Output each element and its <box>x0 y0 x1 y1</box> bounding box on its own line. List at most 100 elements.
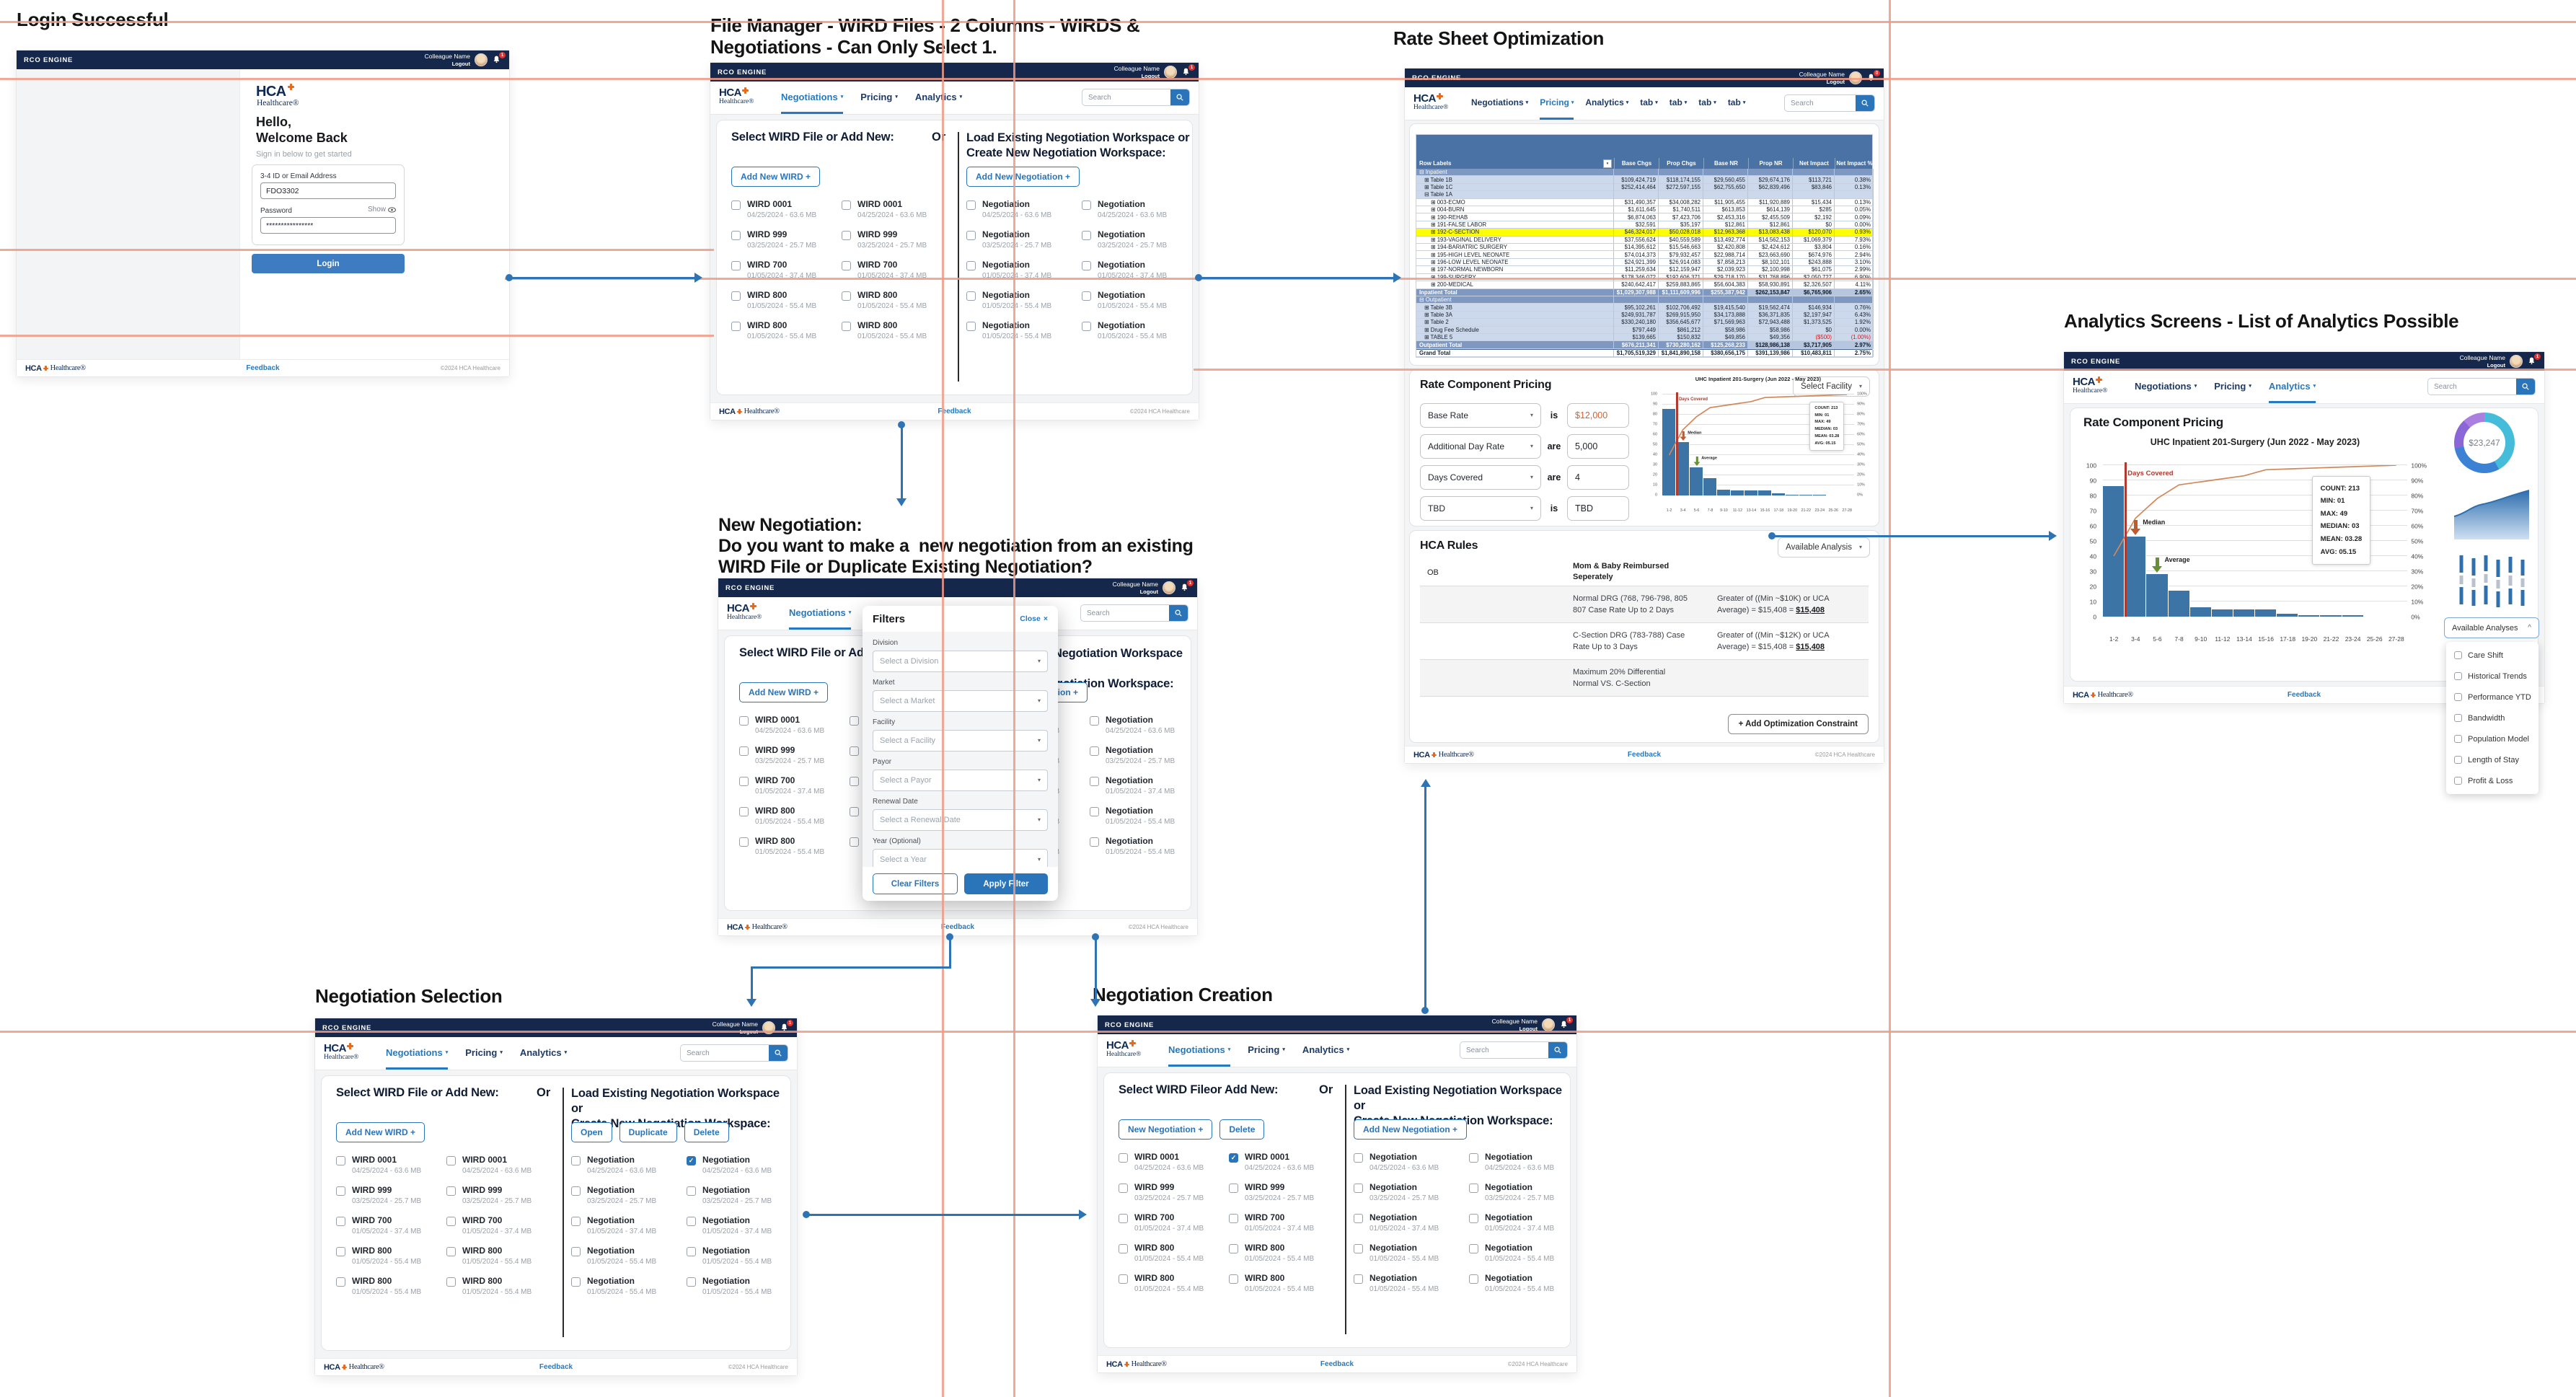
checkbox[interactable]: ✓ <box>1090 837 1099 847</box>
negotiation-item[interactable]: ✓ Negotiation 03/25/2024 - 25.7 MB <box>1354 1183 1439 1202</box>
checkbox[interactable]: ✓ <box>336 1186 345 1196</box>
checkbox[interactable]: ✓ <box>1229 1274 1238 1284</box>
negotiation-item[interactable]: ✓ Negotiation 01/05/2024 - 37.4 MB <box>571 1216 656 1235</box>
logout-link[interactable]: Logout <box>1141 72 1160 79</box>
pivot-table[interactable]: Row Labels ▾ Base Chgs Prop Chgs Base NR … <box>1416 134 1874 358</box>
checkbox[interactable]: ✓ <box>850 746 859 756</box>
checkbox[interactable]: ✓ <box>2454 756 2462 764</box>
checkbox[interactable]: ✓ <box>1469 1274 1478 1284</box>
nav-tab[interactable]: Negotiations ▾ <box>2135 380 2197 392</box>
negotiation-item[interactable]: ✓ Negotiation 01/05/2024 - 55.4 MB <box>1469 1243 1554 1263</box>
negotiation-item[interactable]: ✓ Negotiation 03/25/2024 - 25.7 MB <box>687 1186 772 1205</box>
new-negotiation-button[interactable]: Delete <box>1219 1119 1265 1140</box>
checkbox[interactable]: ✓ <box>336 1156 345 1165</box>
select-input[interactable]: Select a Facility ▾ <box>873 730 1048 752</box>
checkbox[interactable]: ✓ <box>1119 1244 1128 1253</box>
checkbox[interactable]: ✓ <box>842 200 851 210</box>
available-analysis-dropdown[interactable]: Available Analysis ▾ <box>1778 537 1870 558</box>
search-button[interactable] <box>1169 605 1188 621</box>
checkbox[interactable]: ✓ <box>2454 714 2462 722</box>
nav-tab[interactable]: Analytics▾ <box>519 1046 568 1058</box>
negotiation-item[interactable]: ✓ Negotiation 01/05/2024 - 55.4 MB <box>1090 806 1175 826</box>
checkbox[interactable]: ✓ <box>1090 746 1099 756</box>
negotiation-item[interactable]: ✓ Negotiation 04/25/2024 - 63.6 MB <box>1082 200 1167 219</box>
password-field[interactable]: **************** <box>260 217 396 234</box>
bell-icon[interactable]: 1 <box>492 52 506 65</box>
table-row[interactable]: ⊟ Table 1A <box>1416 191 1874 199</box>
select-facility-dropdown[interactable]: Select Facility ▾ <box>1793 376 1870 397</box>
avatar[interactable] <box>1542 1018 1555 1031</box>
available-analyses-dropdown[interactable]: Available Analyses ^ <box>2444 617 2539 638</box>
select-input[interactable]: Select a Year ▾ <box>873 849 1048 867</box>
checkbox[interactable]: ✓ <box>731 261 741 270</box>
analysis-option[interactable]: ✓Length of Stay <box>2446 749 2538 770</box>
show-password-toggle[interactable]: Show <box>368 206 396 213</box>
checkbox[interactable]: ✓ <box>336 1247 345 1256</box>
add-optimization-constraint-button[interactable]: + Add Optimization Constraint <box>1727 714 1869 734</box>
negotiation-item[interactable]: ✓ Negotiation 04/25/2024 - 63.6 MB <box>571 1155 656 1175</box>
workspace-action-button[interactable]: Delete <box>684 1122 729 1142</box>
checkbox[interactable]: ✓ <box>446 1217 456 1226</box>
wird-file-item[interactable]: ✓ WIRD 0001 04/25/2024 - 63.6 MB <box>1119 1153 1204 1172</box>
checkbox[interactable]: ✓ <box>1090 777 1099 786</box>
checkbox[interactable]: ✓ <box>1119 1214 1128 1223</box>
checkbox[interactable]: ✓ <box>842 261 851 270</box>
rate-component-select[interactable]: Base Rate ▾ <box>1420 403 1541 428</box>
checkbox[interactable]: ✓ <box>1082 322 1091 331</box>
checkbox[interactable]: ✓ <box>1469 1244 1478 1253</box>
bell-icon[interactable]: 1 <box>1180 580 1194 593</box>
table-row[interactable]: ⊞ 200-MEDICAL $240,642,417 $259,883,865 … <box>1416 281 1874 289</box>
checkbox[interactable]: ✓ <box>739 837 749 847</box>
wird-file-item[interactable]: ✓ WIRD 700 01/05/2024 - 37.4 MB <box>842 260 927 280</box>
nav-tab[interactable]: Negotiations ▾ <box>789 597 852 630</box>
id-field[interactable]: FDO3302 <box>260 182 396 199</box>
table-row[interactable]: ⊞ Table 3A $249,931,787 $269,915,950 $34… <box>1416 311 1874 319</box>
wird-file-item[interactable]: ✓ WIRD 0001 04/25/2024 - 63.6 MB <box>446 1155 531 1175</box>
analysis-option[interactable]: ✓Population Model <box>2446 728 2538 749</box>
checkbox[interactable]: ✓ <box>446 1247 456 1256</box>
bell-icon[interactable]: 1 <box>1559 1017 1573 1030</box>
rate-value-input[interactable]: $12,000 <box>1567 403 1629 428</box>
nav-tab[interactable]: Pricing▾ <box>860 91 898 102</box>
negotiation-item[interactable]: ✓ Negotiation 01/05/2024 - 55.4 MB <box>966 291 1051 310</box>
table-row[interactable]: ⊟ Outpatient <box>1416 296 1874 304</box>
nav-tab[interactable]: Negotiations ▾ <box>1168 1034 1231 1067</box>
checkbox[interactable]: ✓ <box>1229 1244 1238 1253</box>
table-row[interactable]: ⊟ Inpatient <box>1416 169 1874 177</box>
table-row[interactable]: ⊞ Table 3B $95,102,261 $102,706,492 $19,… <box>1416 304 1874 312</box>
nav-tab[interactable]: Pricing▾ <box>1248 1044 1285 1055</box>
wird-file-item[interactable]: ✓ WIRD 800 01/05/2024 - 55.4 MB <box>739 837 824 856</box>
rate-value-input[interactable]: TBD <box>1567 496 1629 521</box>
add-new-wird-button[interactable]: Add New WIRD + <box>731 167 821 187</box>
feedback-link[interactable]: Feedback <box>1320 1360 1354 1368</box>
checkbox[interactable]: ✓ <box>842 291 851 301</box>
checkbox[interactable]: ✓ <box>1082 200 1091 210</box>
nav-tab[interactable]: tab ▾ <box>1727 97 1746 107</box>
search-button[interactable] <box>1548 1042 1567 1058</box>
nav-tab[interactable]: Pricing▾ <box>1540 87 1574 120</box>
search-button[interactable] <box>1170 89 1189 105</box>
wird-file-item[interactable]: ✓ WIRD 0001 04/25/2024 - 63.6 MB <box>842 200 927 219</box>
search-button[interactable] <box>1856 95 1874 111</box>
nav-tab[interactable]: Pricing▾ <box>465 1046 503 1058</box>
checkbox[interactable]: ✓ <box>731 200 741 210</box>
nav-tab[interactable]: Negotiations ▾ <box>781 81 844 114</box>
checkbox[interactable]: ✓ <box>2454 735 2462 743</box>
checkbox[interactable]: ✓ <box>966 231 976 240</box>
table-row[interactable]: ⊞ 193-VAGINAL DELIVERY $37,556,624 $40,5… <box>1416 236 1874 244</box>
checkbox[interactable]: ✓ <box>1229 1214 1238 1223</box>
search-box[interactable]: Search <box>1082 89 1190 106</box>
rate-component-select[interactable]: Days Covered ▾ <box>1420 465 1541 490</box>
add-new-negotiation-button[interactable]: Add New Negotiation + <box>1354 1119 1468 1140</box>
negotiation-item[interactable]: ✓ Negotiation 01/05/2024 - 37.4 MB <box>1469 1213 1554 1233</box>
bell-icon[interactable]: 1 <box>1181 64 1195 77</box>
negotiation-item[interactable]: ✓ Negotiation 01/05/2024 - 37.4 MB <box>1354 1213 1439 1233</box>
checkbox[interactable]: ✓ <box>1354 1244 1363 1253</box>
checkbox[interactable]: ✓ <box>850 716 859 726</box>
checkbox[interactable]: ✓ <box>1082 261 1091 270</box>
wird-file-item[interactable]: ✓ WIRD 0001 04/25/2024 - 63.6 MB <box>336 1155 421 1175</box>
select-input[interactable]: Select a Payor ▾ <box>873 770 1048 791</box>
search-input[interactable]: Search <box>1087 609 1110 617</box>
table-row[interactable]: ⊞ 191-FALSE LABOR $32,591 $35,197 $12,86… <box>1416 221 1874 229</box>
workspace-action-button[interactable]: Duplicate <box>619 1122 677 1142</box>
